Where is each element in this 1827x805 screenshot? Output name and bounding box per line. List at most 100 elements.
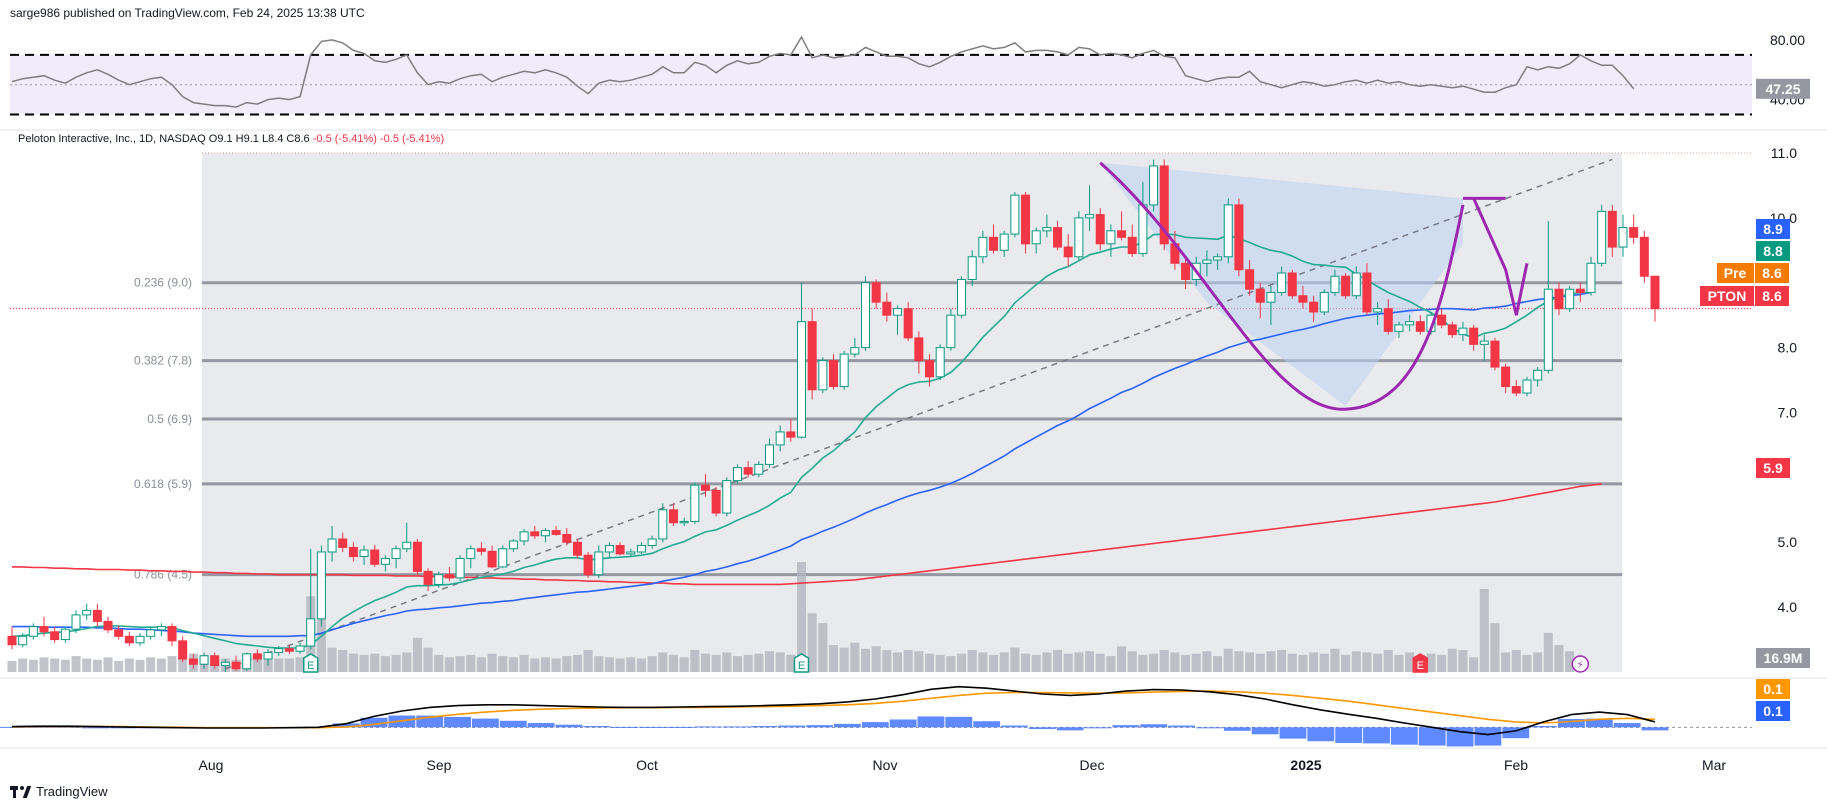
price-tag-bg [1756, 458, 1790, 478]
macd-histogram-bar [499, 720, 527, 728]
candle-body [71, 614, 81, 630]
volume-bar [1469, 657, 1479, 672]
candle-body [39, 626, 49, 633]
macd-histogram-bar [945, 716, 973, 728]
volume-bar [839, 647, 849, 672]
candle-body [146, 629, 156, 637]
candle-body [92, 609, 102, 622]
volume-bar [903, 650, 913, 672]
candle-body [370, 549, 380, 565]
time-axis-label: Oct [636, 757, 658, 773]
macd-histogram-bar [639, 726, 666, 728]
macd-histogram-bar [806, 725, 833, 728]
handle-pattern-line [1462, 196, 1529, 316]
volume-bar [423, 647, 433, 672]
candle-body [156, 626, 166, 631]
symbol-name[interactable]: Peloton Interactive, Inc., 1D, NASDAQ [18, 133, 206, 145]
macd-histogram-bar [1251, 727, 1279, 735]
volume-bar [284, 658, 294, 672]
candle-body [455, 557, 465, 579]
bolt-marker-label: ⚡ [1577, 660, 1584, 671]
volume-bar [60, 659, 70, 672]
volume-bar [327, 647, 337, 672]
volume-bar [1095, 653, 1105, 672]
volume-bar [103, 657, 113, 672]
candle-body [434, 574, 444, 585]
volume-bar [167, 656, 177, 672]
volume-bar [1245, 652, 1255, 672]
volume-bar [1479, 588, 1489, 672]
volume-bar [530, 658, 540, 672]
price-tag-prefix: Pre [1724, 265, 1747, 281]
candle-body [1597, 210, 1607, 264]
candle-body [167, 626, 177, 642]
fib-level-label: 0.236 (9.0) [134, 276, 192, 290]
volume-bar [1309, 652, 1319, 672]
volume-bar [1511, 650, 1521, 672]
volume-bar [871, 646, 881, 672]
candle-body [1042, 227, 1052, 232]
candle-body [818, 360, 828, 391]
volume-bar [252, 657, 262, 672]
candle-body [978, 236, 988, 258]
volume-bar [156, 658, 166, 672]
macd-histogram-bar [109, 727, 137, 729]
candle-body [989, 236, 999, 251]
volume-bar [1298, 654, 1308, 672]
volume-bar [1202, 651, 1212, 672]
candle-body [263, 652, 273, 660]
macd-histogram-bar [1056, 727, 1084, 731]
volume-bar [957, 653, 967, 672]
volume-bar [861, 648, 871, 672]
volume-bar [732, 656, 742, 672]
volume-bar [829, 645, 838, 672]
macd-histogram-bar [1140, 724, 1168, 728]
volume-bar [796, 562, 806, 672]
macd-histogram-bar [527, 722, 555, 728]
volume-bar [466, 654, 476, 672]
price-axis-label: 7.0 [1778, 404, 1798, 420]
fib-level-label: 0.382 (7.8) [134, 354, 192, 368]
change-values: -0.5 (-5.41%) -0.5 (-5.41%) [312, 133, 445, 145]
candle-body [583, 554, 593, 576]
price-tag-bg [1755, 286, 1789, 306]
volume-bar [935, 654, 945, 672]
price-tag-bg [1756, 241, 1790, 261]
macd-histogram-bar [1418, 727, 1446, 746]
volume-bar [18, 658, 28, 672]
volume-bar [1490, 623, 1500, 672]
tradingview-logo-icon [10, 785, 32, 798]
candle-body [1277, 272, 1287, 293]
macd-histogram-bar [1335, 727, 1363, 743]
volume-bar [818, 623, 828, 672]
candle-body [476, 548, 486, 552]
candle-body [540, 530, 550, 537]
candle-body [178, 640, 188, 660]
volume-bar [316, 613, 326, 672]
volume-bar [1565, 651, 1575, 672]
candle-body [1501, 366, 1511, 388]
volume-bar [71, 656, 81, 672]
ohlc-values: O9.1 H9.1 L8.4 C8.6 [208, 133, 310, 145]
volume-bar [1319, 653, 1329, 672]
candle-body [668, 509, 678, 524]
candle-body [871, 282, 881, 303]
volume-bar [1554, 645, 1564, 672]
candle-body [1063, 246, 1073, 258]
volume-bar [743, 654, 753, 672]
volume-bar [711, 654, 721, 672]
volume-bar [1053, 650, 1063, 672]
candle-body [647, 538, 657, 546]
candle-body [882, 301, 892, 316]
candle-body [348, 546, 358, 558]
volume-bar [1042, 652, 1052, 672]
candle-body [487, 550, 497, 568]
rsi-last-tag [1756, 78, 1810, 99]
earnings-marker-label: E [1417, 660, 1424, 672]
macd-histogram-bar [1585, 718, 1613, 728]
macd-histogram-bar [1112, 725, 1140, 728]
macd-histogram-bar [889, 719, 917, 728]
macd-histogram-bar [778, 725, 806, 728]
candle-body [50, 631, 60, 641]
